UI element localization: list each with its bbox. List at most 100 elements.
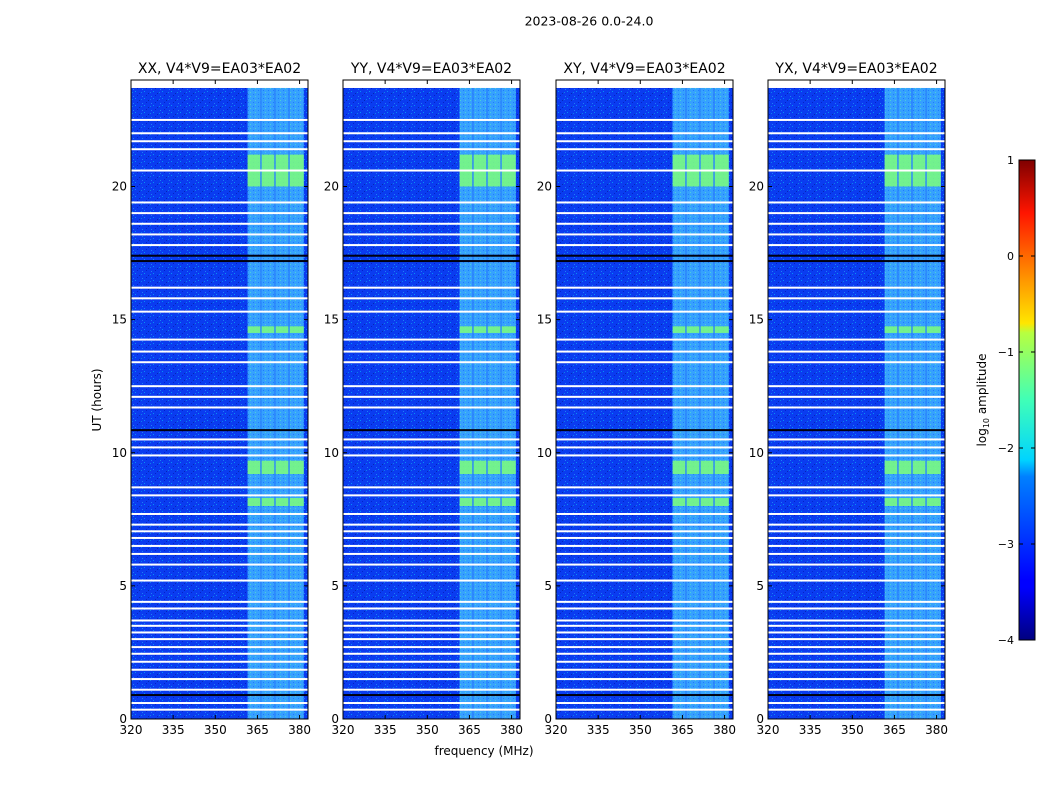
flagged-row — [131, 563, 308, 566]
flagged-row — [131, 244, 308, 247]
y-tick-label: 20 — [537, 180, 552, 194]
x-tick-label: 350 — [841, 723, 864, 737]
flagged-row — [343, 638, 520, 641]
flagged-row — [556, 361, 733, 364]
flagged-row — [131, 688, 308, 691]
flagged-row — [768, 454, 945, 457]
flagged-row — [131, 406, 308, 409]
flagged-row — [556, 446, 733, 449]
flagged-row — [343, 536, 520, 539]
x-tick-label: 365 — [671, 723, 694, 737]
strong-rfi-block — [289, 498, 304, 506]
flagged-row — [768, 132, 945, 135]
flagged-row — [768, 579, 945, 582]
x-tick-label: 365 — [246, 723, 269, 737]
x-tick-label: 335 — [799, 723, 822, 737]
x-tick-label: 350 — [204, 723, 227, 737]
dark-row — [556, 254, 733, 257]
y-tick-label: 20 — [749, 180, 764, 194]
flagged-row — [131, 668, 308, 671]
flagged-row — [556, 512, 733, 515]
flagged-row — [343, 361, 520, 364]
y-tick-label: 15 — [749, 313, 764, 327]
strong-rfi-block — [700, 460, 714, 475]
strong-rfi-block — [501, 498, 516, 506]
flagged-row — [343, 579, 520, 582]
strong-rfi-block — [473, 498, 487, 506]
flagged-row — [556, 579, 733, 582]
colorbar: −4 −3 −2 −1 0 1 log10 amplitude — [975, 154, 1036, 647]
strong-rfi-block — [473, 326, 487, 333]
x-tick-label: 320 — [545, 723, 568, 737]
flagged-row — [343, 624, 520, 627]
flagged-row — [131, 579, 308, 582]
strong-rfi-block — [714, 498, 729, 506]
flagged-row — [768, 523, 945, 526]
flagged-row — [131, 118, 308, 121]
flagged-row — [556, 668, 733, 671]
y-axis-label: UT (hours) — [90, 368, 104, 431]
flagged-row — [343, 338, 520, 341]
strong-rfi-block — [247, 460, 261, 475]
colorbar-gradient — [1018, 159, 1036, 641]
flagged-row — [343, 140, 520, 143]
flagged-row — [343, 446, 520, 449]
flagged-row — [343, 607, 520, 610]
y-tick-label: 0 — [544, 712, 552, 726]
strong-rfi-block — [700, 326, 714, 333]
flagged-row — [131, 169, 308, 172]
flagged-row — [343, 132, 520, 135]
flagged-row — [556, 607, 733, 610]
flagged-row — [768, 646, 945, 649]
colorbar-tick-label: −2 — [998, 442, 1014, 455]
flagged-row — [131, 600, 308, 603]
dark-row — [131, 254, 308, 257]
strong-rfi-block — [487, 460, 501, 475]
flagged-row — [343, 310, 520, 313]
flagged-row — [556, 660, 733, 663]
flagged-row — [768, 338, 945, 341]
flagged-row — [131, 132, 308, 135]
flagged-row — [343, 286, 520, 289]
flagged-row — [343, 552, 520, 555]
flagged-row — [343, 563, 520, 566]
strong-rfi-block — [261, 326, 275, 333]
flagged-row — [343, 702, 520, 705]
y-tick-label: 5 — [544, 579, 552, 593]
strong-rfi-block — [672, 498, 686, 506]
strong-rfi-block — [884, 326, 898, 333]
flagged-row — [768, 512, 945, 515]
flagged-row — [343, 486, 520, 489]
dark-row — [131, 694, 308, 697]
flagged-row — [131, 385, 308, 388]
dark-row — [768, 694, 945, 697]
strong-rfi-block — [898, 498, 912, 506]
strong-rfi-block — [686, 460, 700, 475]
flagged-row — [556, 494, 733, 497]
dark-row — [768, 254, 945, 257]
y-tick-label: 0 — [331, 712, 339, 726]
colorbar-label: log10 amplitude — [975, 354, 991, 447]
flagged-row — [131, 631, 308, 634]
flagged-row — [556, 297, 733, 300]
flagged-row — [343, 395, 520, 398]
flagged-row — [768, 244, 945, 247]
flagged-row — [343, 438, 520, 441]
flagged-row — [131, 338, 308, 341]
flagged-row — [556, 233, 733, 236]
strong-rfi-block — [926, 498, 941, 506]
flagged-row — [131, 438, 308, 441]
dark-row — [131, 260, 308, 263]
y-tick-label: 10 — [112, 446, 127, 460]
flagged-row — [556, 118, 733, 121]
flagged-row — [131, 446, 308, 449]
flagged-row — [556, 536, 733, 539]
colorbar-tick-label: 0 — [1007, 250, 1014, 263]
flagged-row — [768, 395, 945, 398]
flagged-row — [343, 244, 520, 247]
flagged-row — [343, 619, 520, 622]
flagged-row — [343, 708, 520, 711]
flagged-row — [768, 688, 945, 691]
figure-title: 2023-08-26 0.0-24.0 — [525, 14, 654, 29]
flagged-row — [768, 631, 945, 634]
